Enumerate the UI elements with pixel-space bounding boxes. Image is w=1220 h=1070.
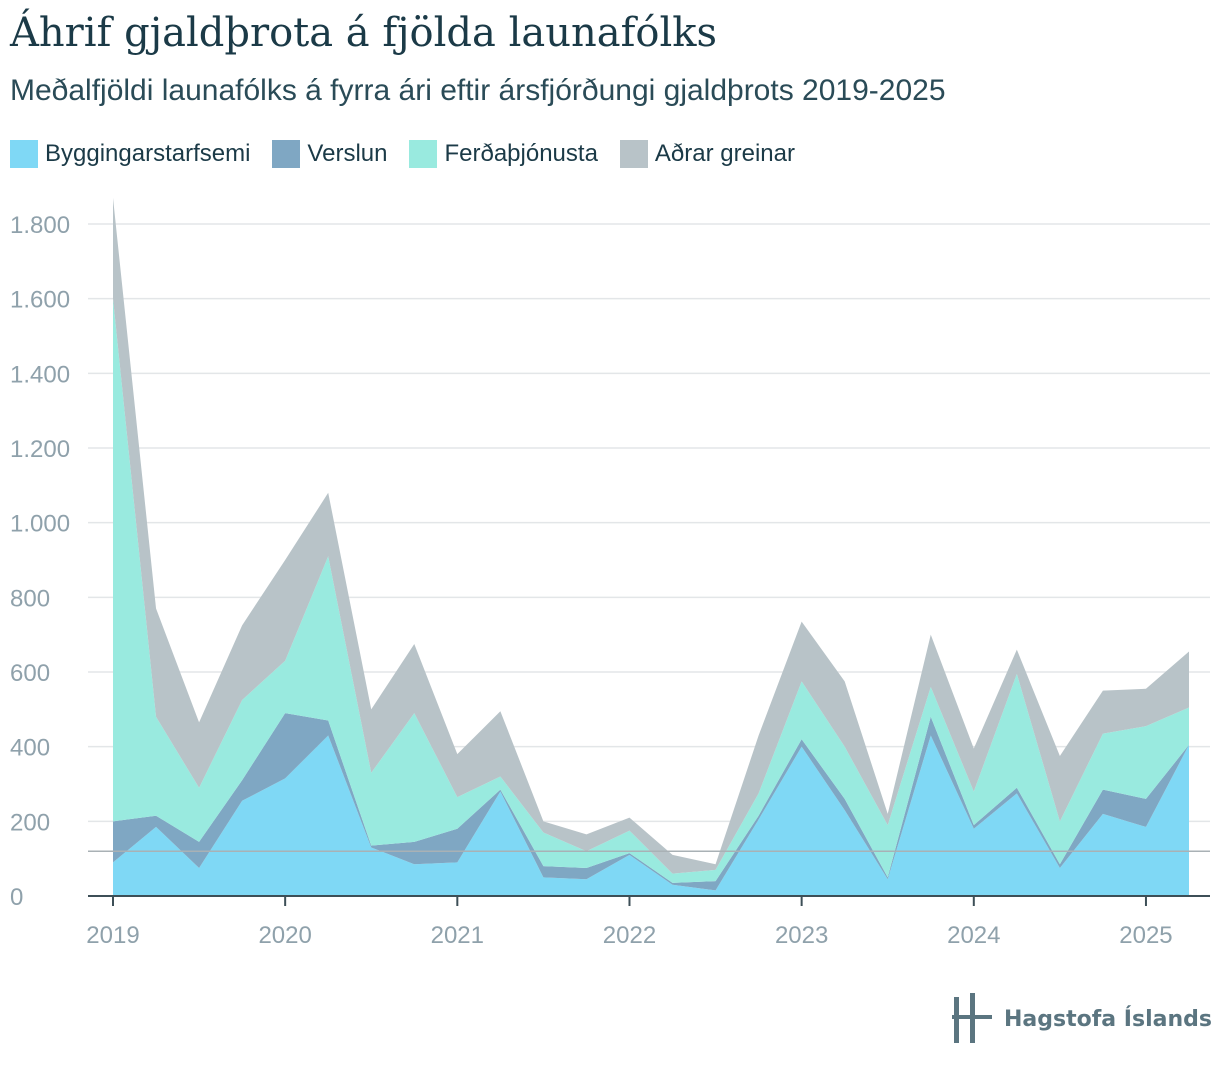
y-tick-label: 200 [10, 809, 50, 836]
legend-item-ferdathjonusta[interactable]: Ferðaþjónusta [409, 140, 598, 168]
area-fer-a-j-nusta [113, 298, 1189, 883]
hagstofa-logo: Hagstofa Íslands [952, 993, 1212, 1045]
chart-subtitle: Meðalfjöldi launafólks á fyrra ári eftir… [10, 74, 946, 107]
x-tick-label: 2025 [1119, 922, 1172, 949]
chart-title: Áhrif gjaldþrota á fjölda launafólks [10, 10, 718, 56]
hagstofa-logo-icon [952, 993, 992, 1043]
legend-label: Byggingarstarfsemi [45, 140, 251, 167]
y-tick-label: 1.600 [10, 287, 70, 314]
legend-swatch-byggingarstarfsemi [10, 140, 38, 168]
x-tick-label: 2019 [86, 922, 139, 949]
y-tick-label: 1.400 [10, 361, 70, 388]
y-tick-label: 600 [10, 660, 50, 687]
y-tick-label: 1.800 [10, 212, 70, 239]
legend-swatch-ferdathjonusta [409, 140, 438, 168]
y-tick-label: 400 [10, 735, 50, 762]
area-byggingarstarfsemi [113, 735, 1189, 896]
x-tick-label: 2024 [947, 922, 1000, 949]
logo-text: Hagstofa Íslands [1004, 1006, 1212, 1032]
legend-label: Verslun [307, 140, 388, 167]
legend-label: Ferðaþjónusta [444, 140, 598, 167]
legend-item-adrar-greinar[interactable]: Aðrar greinar [619, 140, 795, 168]
y-tick-label: 1.200 [10, 436, 70, 463]
legend-item-verslun[interactable]: Verslun [272, 140, 387, 168]
x-tick-label: 2023 [775, 922, 828, 949]
y-tick-label: 1.000 [10, 511, 70, 538]
y-tick-label: 800 [10, 585, 50, 612]
legend-swatch-adrar-greinar [619, 140, 648, 168]
area-a-rar-greinar [113, 197, 1189, 874]
legend: Byggingarstarfsemi Verslun Ferðaþjónusta… [10, 140, 817, 168]
legend-swatch-verslun [272, 140, 301, 168]
legend-label: Aðrar greinar [654, 140, 795, 167]
x-tick-label: 2022 [603, 922, 656, 949]
x-tick-label: 2020 [258, 922, 311, 949]
x-tick-label: 2021 [431, 922, 484, 949]
area-verslun [113, 713, 1189, 891]
legend-item-byggingarstarfsemi[interactable]: Byggingarstarfsemi [10, 140, 250, 168]
y-tick-label: 0 [10, 884, 23, 911]
